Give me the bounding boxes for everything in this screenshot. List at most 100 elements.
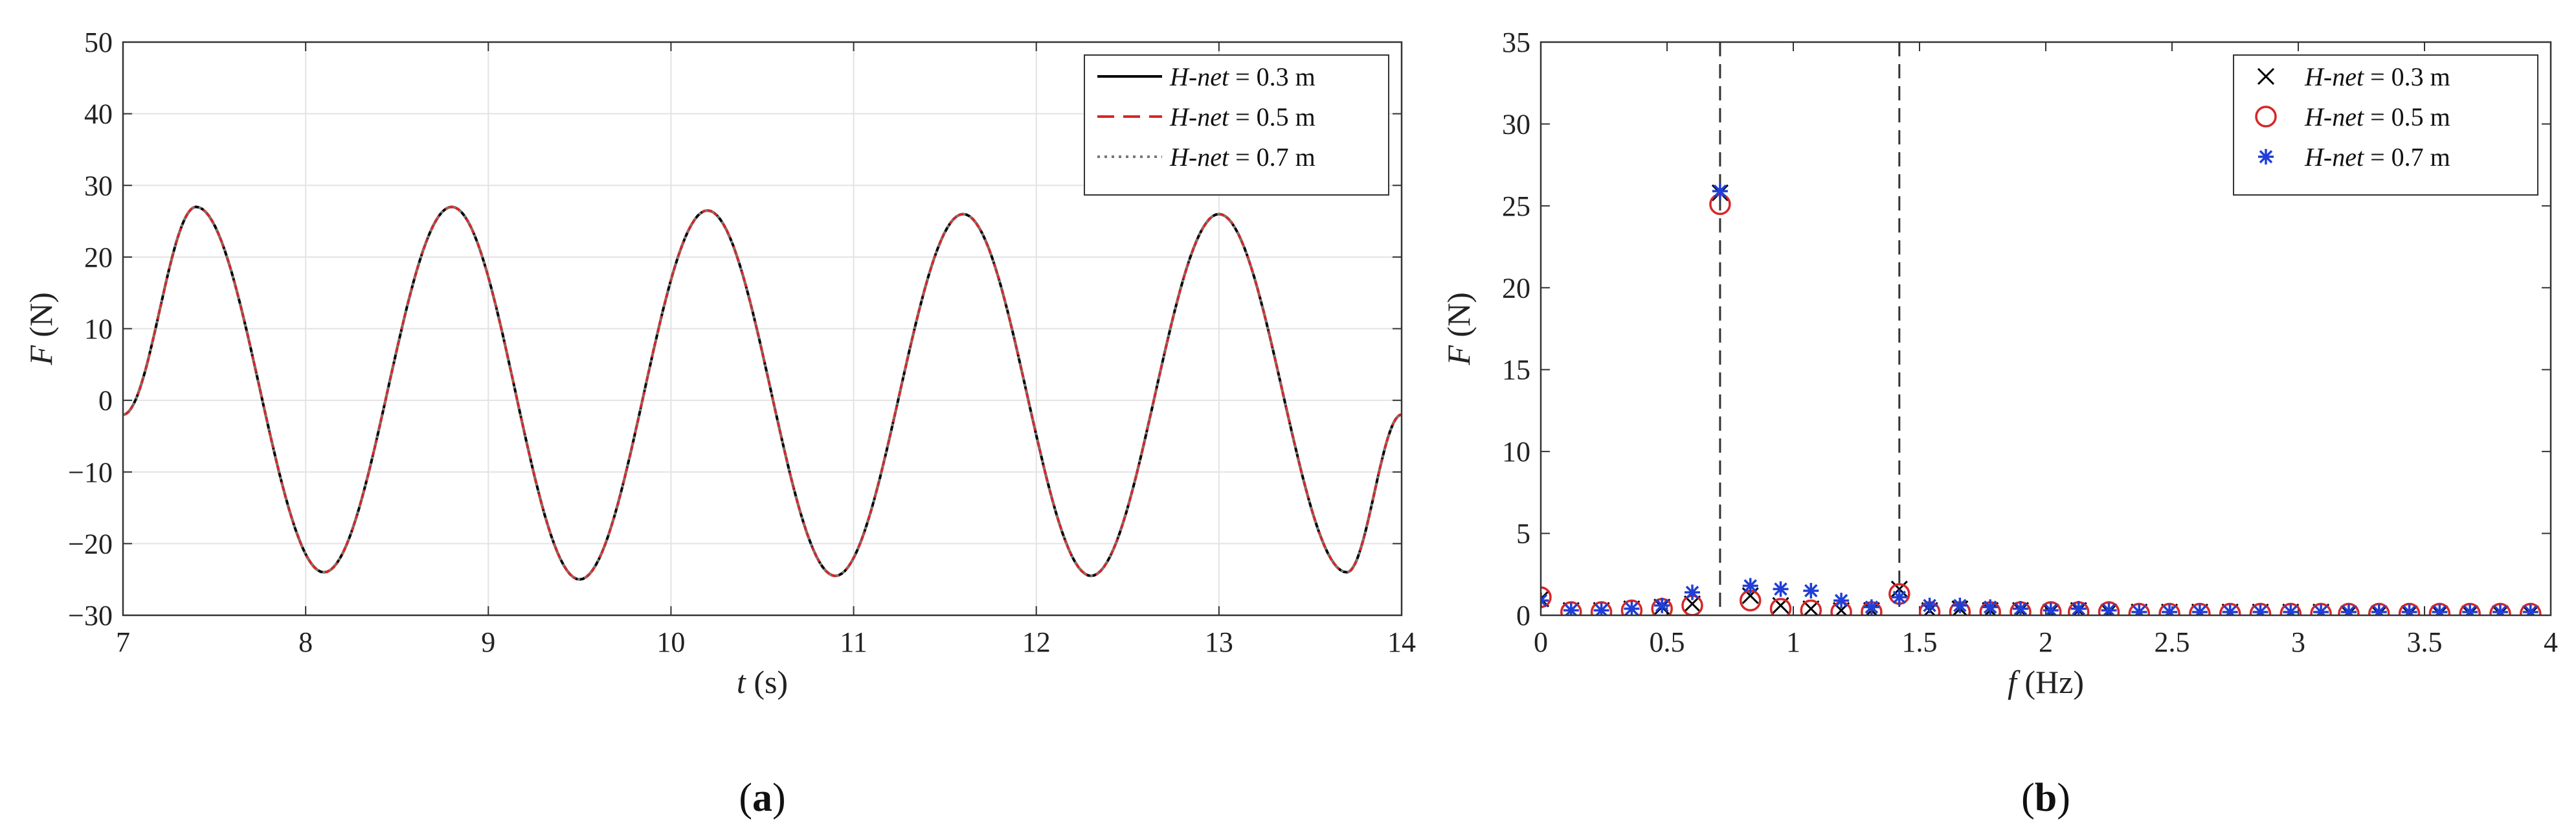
legend-marker-1 <box>2257 67 2275 85</box>
data-point-series-3 <box>2462 604 2478 615</box>
data-point-series-3 <box>2162 604 2178 615</box>
y-axis-label: F (N) <box>1440 292 1477 365</box>
data-point-series-2 <box>1541 586 1552 608</box>
y-tick-label: 10 <box>84 313 113 345</box>
data-point-series-3 <box>2043 602 2059 615</box>
data-point-series-2 <box>2310 602 2332 615</box>
legend-label-2: H-net = 0.5 m <box>1169 102 1316 131</box>
data-point-series-2 <box>2428 602 2451 615</box>
data-point-series-3 <box>2252 604 2268 615</box>
y-tick-label: 20 <box>84 242 113 273</box>
data-point-series-2 <box>2398 602 2421 615</box>
legend-box <box>1084 54 1389 196</box>
x-tick-label: 14 <box>1387 626 1416 658</box>
data-point-series-3 <box>2222 604 2238 615</box>
legend-label-3: H-net = 0.7 m <box>2304 142 2450 172</box>
x-tick-label: 1.5 <box>1902 626 1938 658</box>
x-tick-label: 2.5 <box>2155 626 2190 658</box>
chart-panel-b: 0 0.5 1 1.5 2 2.5 3 3.5 4 0 5 10 15 20 25 30 35 f (Hz) F (… <box>1440 27 2558 820</box>
x-tick-label: 1 <box>1786 626 1800 658</box>
y-tick-label: 5 <box>1516 518 1530 550</box>
data-point-series-3 <box>1891 589 1907 606</box>
x-tick-label: 0.5 <box>1650 626 1685 658</box>
y-tick-label: 20 <box>1502 272 1530 304</box>
data-point-series-3 <box>1863 599 1879 615</box>
data-point-series-3 <box>1742 578 1758 594</box>
data-point-series-2 <box>2520 602 2542 615</box>
y-tick-label: 40 <box>84 98 113 130</box>
y-tick-label: 35 <box>1502 27 1530 58</box>
data-point-series-3 <box>1654 597 1670 613</box>
legend-marker-3 <box>2258 149 2274 165</box>
x-tick-label: 3.5 <box>2407 626 2443 658</box>
x-tick-label: 0 <box>1534 626 1548 658</box>
data-point-series-2 <box>2040 601 2062 615</box>
legend: H-net = 0.3 m H-net = 0.5 m H-net = 0.7 m <box>1084 54 1389 196</box>
y-tick-label: 30 <box>1502 108 1530 140</box>
data-point-series-2 <box>2158 602 2180 615</box>
data-point-series-1 <box>1541 590 1550 608</box>
legend-marker-2 <box>2255 106 2277 128</box>
x-axis-label: t (s) <box>737 664 788 700</box>
data-point-series-3 <box>1685 584 1700 600</box>
x-tick-label: 13 <box>1205 626 1233 658</box>
data-point-series-2 <box>2459 602 2481 615</box>
x-axis-label: f (Hz) <box>2008 664 2084 700</box>
data-point-series-2 <box>2338 602 2360 615</box>
data-point-series-3 <box>2492 604 2508 615</box>
panel-label: (a) <box>739 776 785 820</box>
data-point-series-3 <box>2522 604 2538 615</box>
legend-label-1: H-net = 0.3 m <box>1169 62 1316 91</box>
data-point-series-1 <box>1890 580 1908 598</box>
data-point-series-2 <box>1769 598 1792 615</box>
data-point-series-3 <box>1952 597 1968 613</box>
y-tick-label: 25 <box>1502 190 1530 222</box>
x-tick-label: 3 <box>2291 626 2305 658</box>
data-point-series-2 <box>1560 601 1582 615</box>
legend: H-net = 0.3 m H-net = 0.5 m H-net = 0.7 m <box>2233 54 2538 196</box>
data-point-series-3 <box>2191 604 2208 615</box>
axes-frame <box>1540 41 2552 617</box>
x-tick-label: 8 <box>298 626 313 658</box>
data-point-series-2 <box>2128 602 2151 615</box>
data-point-series-3 <box>1773 581 1789 597</box>
x-tick-label: 2 <box>2039 626 2053 658</box>
data-point-series-3 <box>2070 600 2087 615</box>
data-point-series-3 <box>2432 604 2448 615</box>
data-point-series-3 <box>2131 604 2147 615</box>
series-line-2 <box>123 205 1402 581</box>
y-axis-label: F (N) <box>23 292 59 365</box>
data-point-series-2 <box>2489 602 2511 615</box>
data-point-series-3 <box>2101 602 2117 615</box>
legend-label-3: H-net = 0.7 m <box>1169 142 1316 172</box>
data-point-series-3 <box>1563 602 1579 615</box>
data-point-series-1 <box>1802 600 1820 615</box>
data-point-series-3 <box>2013 600 2028 615</box>
data-point-series-2 <box>2279 602 2302 615</box>
data-point-series-2 <box>2098 601 2120 615</box>
series-line-3 <box>123 205 1402 581</box>
data-point-series-2 <box>2368 602 2390 615</box>
panel-label: (b) <box>2021 776 2070 820</box>
y-tick-label: −30 <box>68 600 113 631</box>
data-point-series-3 <box>2401 604 2417 615</box>
data-point-series-3 <box>1833 593 1850 609</box>
legend-box <box>2233 54 2538 196</box>
data-point-series-3 <box>2371 604 2387 615</box>
data-point-series-2 <box>1620 599 1643 615</box>
series-group <box>1541 183 2542 615</box>
data-point-series-3 <box>1921 597 1938 613</box>
data-point-series-3 <box>2341 604 2357 615</box>
y-tick-label: 0 <box>98 385 113 416</box>
data-point-series-3 <box>1593 602 1609 615</box>
y-tick-label: 50 <box>84 27 113 58</box>
series-group <box>123 205 1402 581</box>
legend-label-1: H-net = 0.3 m <box>2304 62 2450 91</box>
y-tick-label: 10 <box>1502 436 1530 468</box>
y-tick-label: 0 <box>1516 600 1530 631</box>
legend-label-2: H-net = 0.5 m <box>2304 102 2450 131</box>
x-tick-label: 9 <box>481 626 495 658</box>
chart-panel-a: 7 8 9 10 11 12 13 14 −30 −20 −10 0 10 20 30 40 50 t (s) F … <box>23 27 1416 820</box>
data-point-series-3 <box>2283 604 2299 615</box>
